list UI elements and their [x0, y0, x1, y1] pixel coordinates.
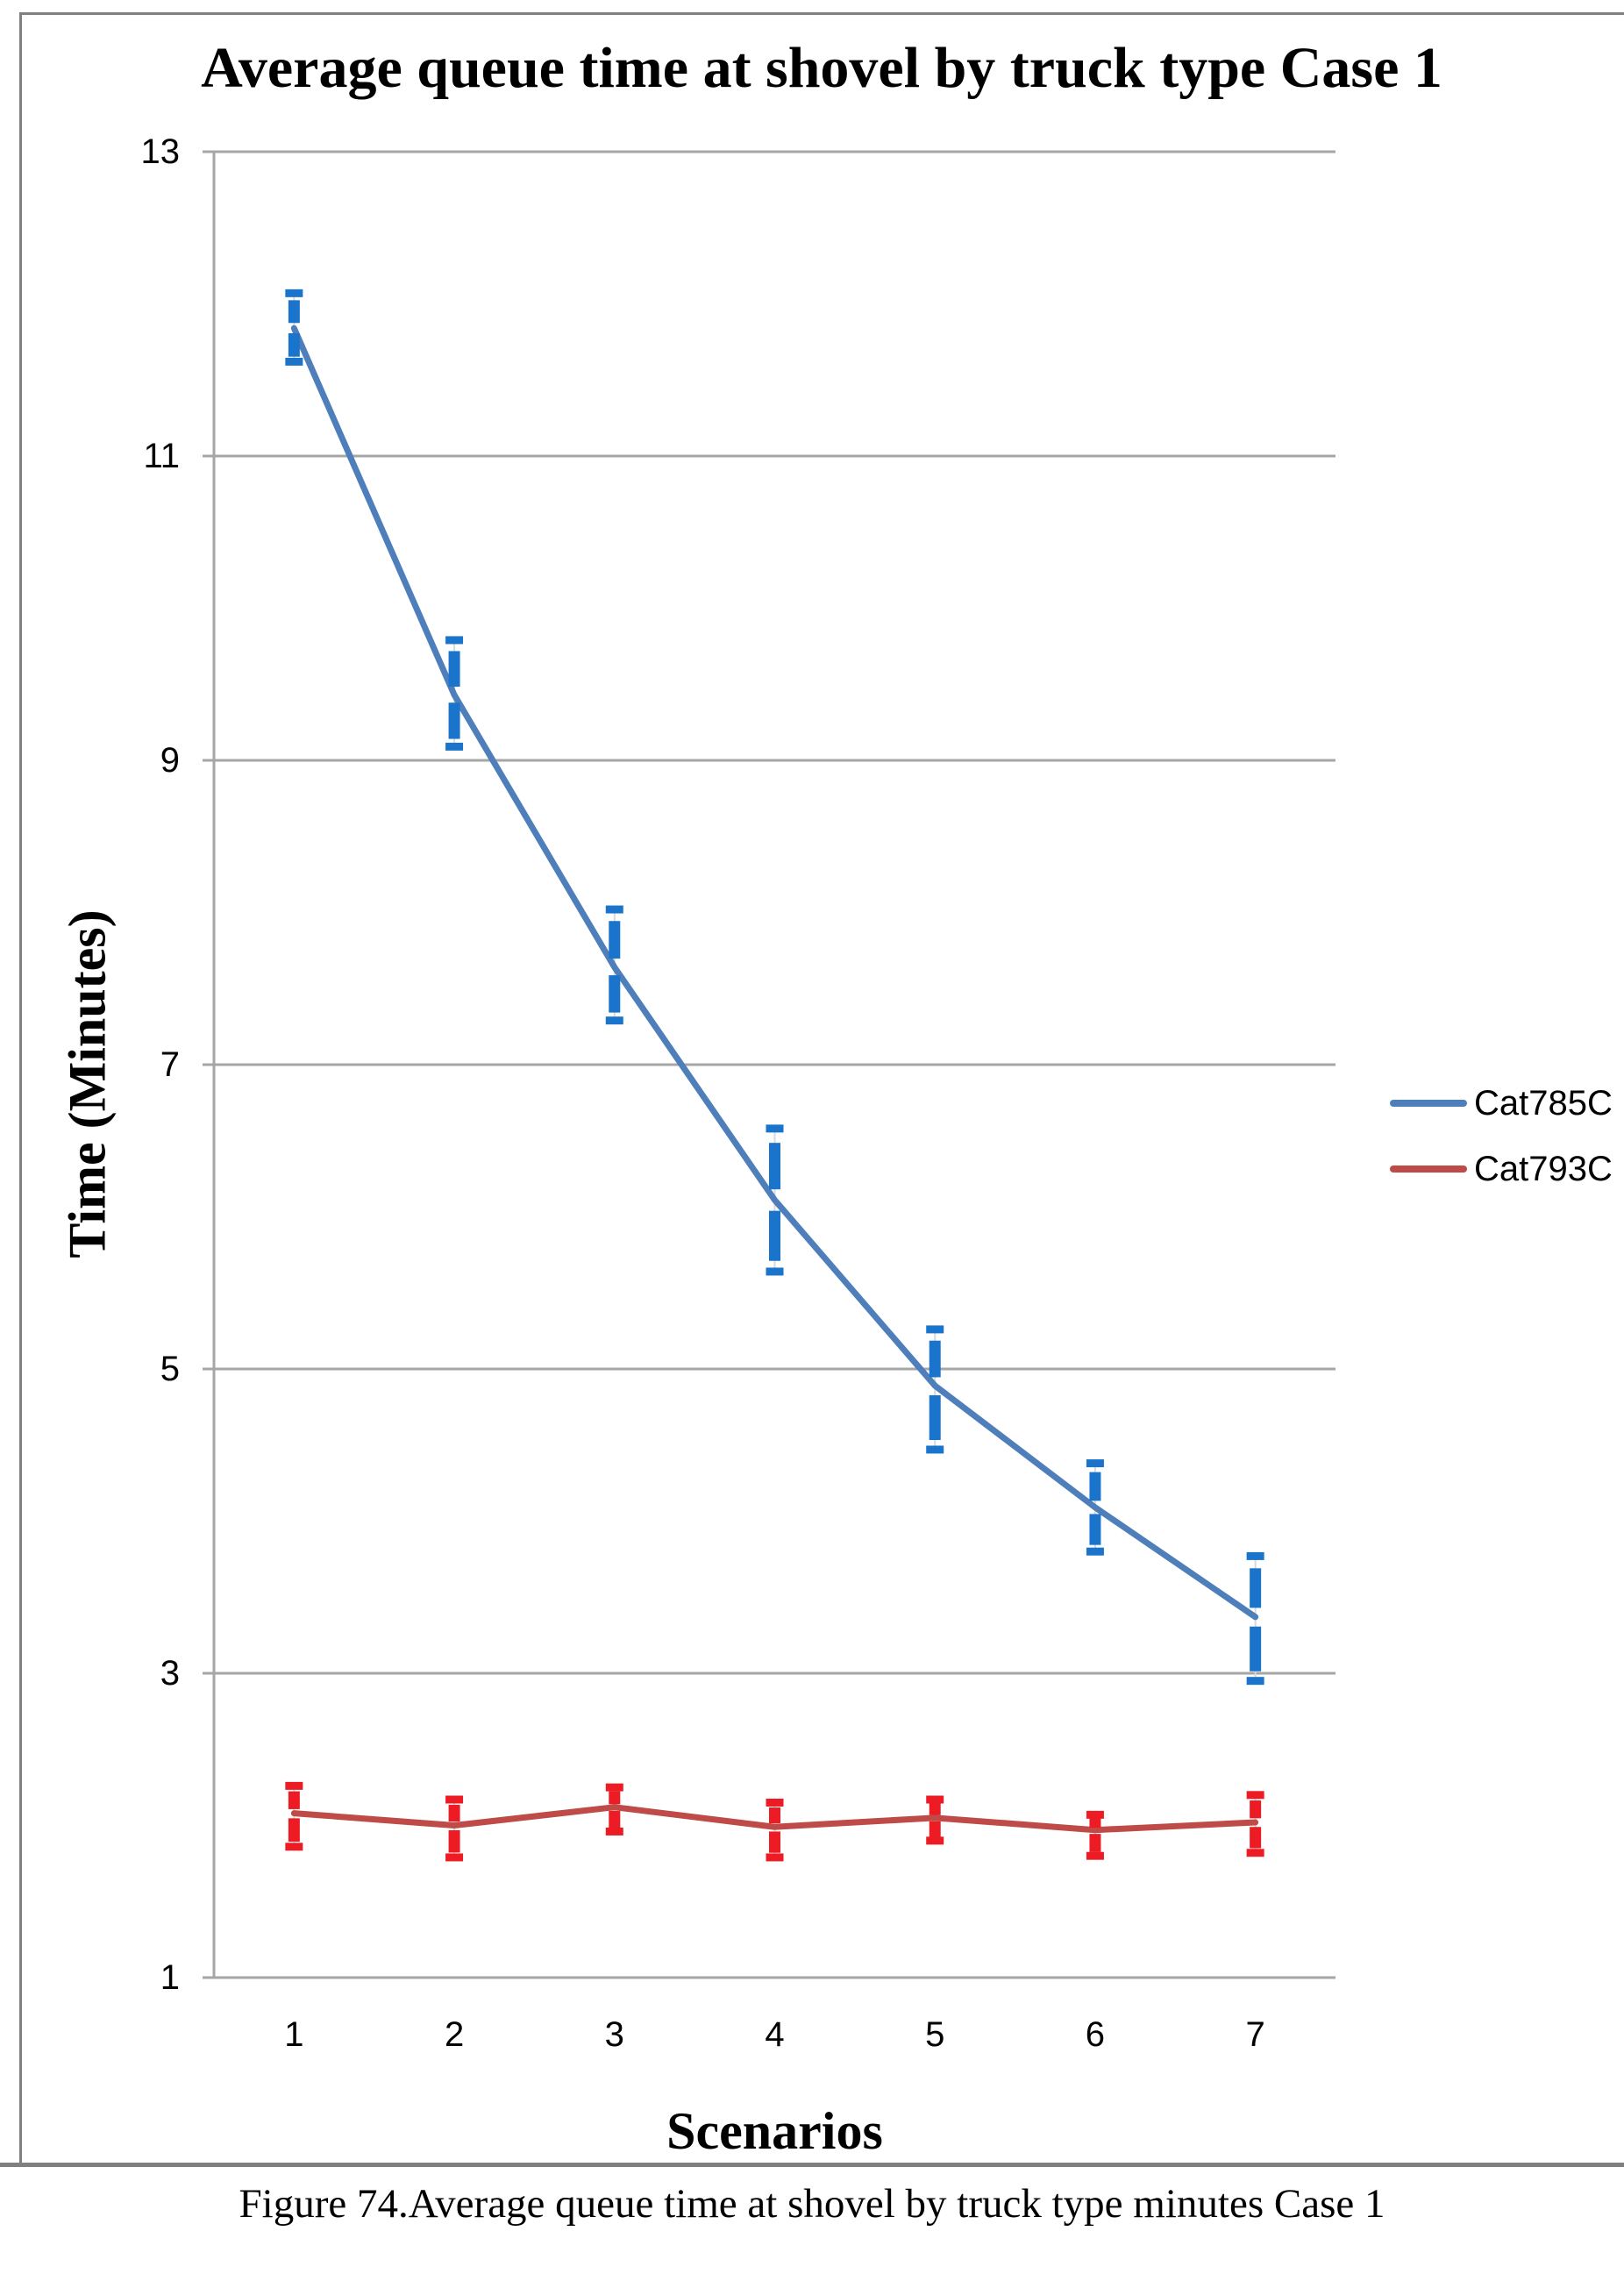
error-shaft-lower-Cat785C	[769, 1210, 780, 1261]
error-cap-bottom-Cat785C	[766, 1267, 784, 1276]
y-tick-label: 13	[140, 132, 181, 171]
error-cap-top-Cat793C	[1086, 1810, 1104, 1819]
y-tick-label: 1	[160, 1958, 180, 1997]
legend-line-sample-blue	[1390, 1100, 1467, 1107]
error-cap-top-Cat785C	[766, 1124, 784, 1133]
error-cap-top-Cat793C	[605, 1783, 623, 1792]
error-cap-bottom-Cat785C	[1246, 1677, 1264, 1686]
error-cap-top-Cat793C	[285, 1781, 303, 1790]
error-shaft-upper-Cat793C	[929, 1803, 941, 1815]
legend: Cat785C Cat793C	[1390, 1080, 1618, 1212]
y-tick-label: 3	[160, 1654, 180, 1693]
error-shaft-lower-Cat793C	[769, 1831, 780, 1853]
error-cap-top-Cat793C	[1246, 1791, 1264, 1800]
error-shaft-lower-Cat785C	[1089, 1514, 1101, 1545]
series-line-Cat793C	[290, 1804, 1259, 1834]
error-cap-bottom-Cat785C	[605, 1016, 623, 1025]
error-cap-bottom-Cat793C	[1086, 1851, 1104, 1860]
error-cap-top-Cat793C	[766, 1798, 784, 1807]
error-cap-bottom-Cat793C	[605, 1827, 623, 1836]
legend-label: Cat793C	[1474, 1150, 1613, 1188]
series-line-Cat785C	[290, 324, 1259, 1621]
error-cap-bottom-Cat793C	[926, 1836, 944, 1845]
figure-border-left	[19, 12, 22, 2164]
error-cap-bottom-Cat793C	[445, 1853, 464, 1862]
error-shaft-upper-Cat785C	[929, 1340, 941, 1378]
figure-caption: Figure 74.Average queue time at shovel b…	[239, 2181, 1385, 2227]
chart-title: Average queue time at shovel by truck ty…	[201, 36, 1442, 100]
error-cap-bottom-Cat785C	[285, 357, 303, 366]
x-tick-label: 6	[1085, 2015, 1106, 2054]
figure-border-top	[19, 12, 1624, 15]
error-cap-top-Cat785C	[605, 905, 623, 914]
error-shaft-upper-Cat785C	[769, 1143, 780, 1190]
error-shaft-upper-Cat793C	[448, 1804, 460, 1822]
error-cap-top-Cat785C	[1086, 1459, 1104, 1468]
y-tick-label: 5	[160, 1350, 180, 1388]
x-axis-title: Scenarios	[666, 2102, 883, 2160]
error-cap-bottom-Cat793C	[285, 1843, 303, 1851]
error-shaft-upper-Cat793C	[1089, 1817, 1101, 1828]
figure-border-bottom	[0, 2163, 1624, 2167]
error-shaft-upper-Cat785C	[448, 651, 460, 688]
x-tick-label: 7	[1245, 2015, 1265, 2054]
error-shaft-lower-Cat793C	[929, 1821, 941, 1837]
legend-label: Cat785C	[1474, 1084, 1613, 1123]
x-tick-label: 5	[925, 2015, 945, 2054]
error-shaft-lower-Cat793C	[288, 1818, 300, 1843]
y-tick-label: 11	[143, 437, 180, 475]
error-shaft-upper-Cat785C	[1250, 1568, 1262, 1608]
x-tick-label: 1	[284, 2015, 304, 2054]
error-shaft-lower-Cat785C	[929, 1395, 941, 1441]
error-cap-bottom-Cat785C	[1086, 1547, 1104, 1556]
error-shaft-upper-Cat793C	[1250, 1800, 1262, 1819]
y-tick-label: 7	[160, 1045, 180, 1084]
error-cap-bottom-Cat793C	[1246, 1849, 1264, 1857]
error-shaft-lower-Cat793C	[1089, 1834, 1101, 1852]
error-shaft-upper-Cat785C	[1089, 1472, 1101, 1501]
legend-item-cat785c: Cat785C	[1390, 1080, 1618, 1126]
error-shaft-lower-Cat785C	[609, 975, 621, 1013]
error-cap-top-Cat793C	[445, 1795, 464, 1804]
error-cap-top-Cat785C	[285, 289, 303, 297]
y-tick-label: 9	[160, 741, 180, 780]
error-shaft-lower-Cat785C	[288, 332, 300, 357]
error-shaft-upper-Cat785C	[609, 921, 621, 959]
error-cap-top-Cat793C	[926, 1795, 944, 1804]
error-shaft-upper-Cat785C	[288, 300, 300, 324]
error-shaft-upper-Cat793C	[609, 1791, 621, 1805]
error-shaft-lower-Cat785C	[1250, 1626, 1262, 1672]
error-shaft-upper-Cat793C	[288, 1791, 300, 1809]
error-cap-top-Cat785C	[926, 1325, 944, 1334]
error-shaft-upper-Cat793C	[769, 1807, 780, 1824]
legend-item-cat793c: Cat793C	[1390, 1146, 1618, 1192]
error-cap-top-Cat785C	[1246, 1551, 1264, 1560]
error-cap-top-Cat785C	[445, 636, 464, 645]
error-shaft-lower-Cat793C	[448, 1829, 460, 1853]
error-shaft-lower-Cat793C	[609, 1810, 621, 1828]
legend-line-sample-red	[1390, 1166, 1467, 1173]
x-tick-label: 3	[604, 2015, 624, 2054]
x-tick-label: 2	[444, 2015, 465, 2054]
error-cap-bottom-Cat793C	[766, 1853, 784, 1862]
error-shaft-lower-Cat793C	[1250, 1827, 1262, 1849]
error-shaft-lower-Cat785C	[448, 702, 460, 739]
error-cap-bottom-Cat785C	[926, 1445, 944, 1454]
error-cap-bottom-Cat785C	[445, 742, 464, 751]
x-tick-label: 4	[765, 2015, 785, 2054]
